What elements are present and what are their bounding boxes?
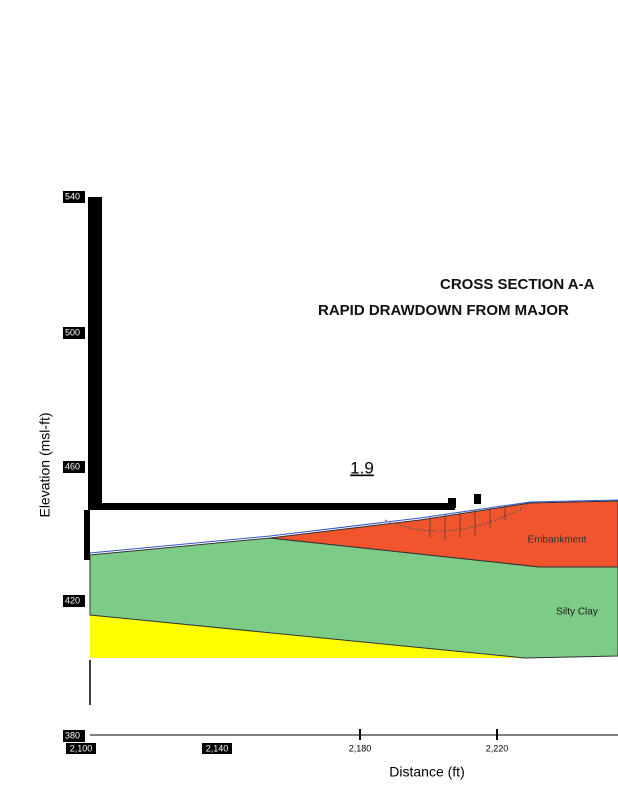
layer-label: Embankment bbox=[528, 535, 587, 546]
y-tick-label: 460 bbox=[65, 461, 80, 471]
x-axis-label: Distance (ft) bbox=[389, 764, 464, 780]
y-axis-label: Elevation (msl-ft) bbox=[37, 412, 53, 517]
ticks: 540 500 460 420 380 2,100 2,140 2,180 2,220 bbox=[63, 191, 508, 754]
factor-of-safety: 1.9 bbox=[350, 458, 374, 477]
tick-box bbox=[63, 461, 85, 473]
water-line bbox=[89, 499, 618, 554]
title-line1: CROSS SECTION A-A bbox=[440, 276, 595, 293]
slice-lines bbox=[429, 506, 506, 540]
left-bar bbox=[84, 510, 90, 560]
slip-surface bbox=[384, 504, 529, 532]
tick-box bbox=[63, 595, 85, 607]
y-tick-label: 500 bbox=[65, 327, 80, 337]
y-tick-label: 380 bbox=[65, 730, 80, 740]
tick-box bbox=[66, 743, 96, 754]
title-line2: RAPID DRAWDOWN FROM MAJOR bbox=[318, 302, 569, 319]
x-tick-label: 2,140 bbox=[206, 743, 229, 753]
embankment-layer bbox=[269, 500, 618, 568]
x-tick-label: 2,100 bbox=[70, 743, 93, 753]
y-tick-label: 540 bbox=[65, 191, 80, 201]
y-axis-bar bbox=[88, 197, 102, 510]
top-bar bbox=[88, 503, 455, 510]
tick-box bbox=[202, 743, 232, 754]
y-tick-label: 420 bbox=[65, 595, 80, 605]
tick-box bbox=[63, 191, 85, 203]
tick-box bbox=[63, 730, 85, 742]
tick-box bbox=[63, 327, 85, 339]
marker bbox=[448, 498, 456, 508]
x-tick-label: 2,180 bbox=[349, 743, 372, 753]
layer-label: Silty Clay bbox=[556, 607, 598, 618]
marker bbox=[474, 494, 481, 504]
x-tick-label: 2,220 bbox=[486, 743, 509, 753]
